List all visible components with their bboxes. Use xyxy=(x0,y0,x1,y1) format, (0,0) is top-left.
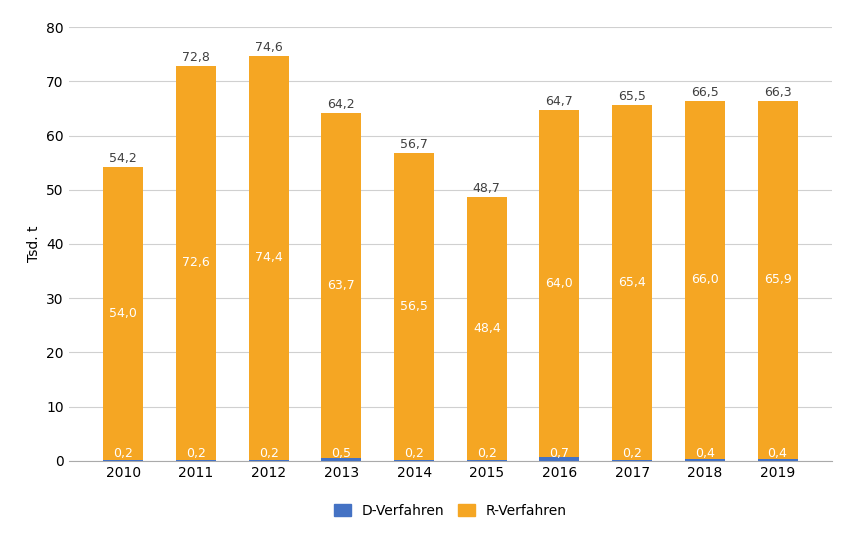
Text: 64,0: 64,0 xyxy=(546,277,573,290)
Text: 74,4: 74,4 xyxy=(255,251,282,264)
Y-axis label: Tsd. t: Tsd. t xyxy=(27,225,40,262)
Bar xyxy=(540,457,579,461)
Bar xyxy=(176,66,216,460)
Text: 0,4: 0,4 xyxy=(695,447,715,460)
Bar xyxy=(758,101,798,459)
Bar xyxy=(467,460,507,461)
Text: 0,2: 0,2 xyxy=(477,447,497,460)
Text: 65,9: 65,9 xyxy=(764,274,791,286)
Bar xyxy=(685,459,725,461)
Text: 72,8: 72,8 xyxy=(182,51,210,64)
Text: 0,2: 0,2 xyxy=(259,447,279,460)
Bar xyxy=(322,458,361,461)
Text: 0,2: 0,2 xyxy=(404,447,424,460)
Bar xyxy=(176,460,216,461)
Text: 0,2: 0,2 xyxy=(113,447,133,460)
Text: 0,2: 0,2 xyxy=(186,447,206,460)
Bar xyxy=(322,113,361,458)
Text: 0,4: 0,4 xyxy=(768,447,788,460)
Text: 65,4: 65,4 xyxy=(619,276,646,289)
Bar xyxy=(685,101,725,459)
Text: 54,2: 54,2 xyxy=(110,152,137,165)
Legend: D-Verfahren, R-Verfahren: D-Verfahren, R-Verfahren xyxy=(329,498,572,523)
Text: 66,0: 66,0 xyxy=(691,273,719,286)
Text: 48,4: 48,4 xyxy=(473,322,501,335)
Bar xyxy=(613,460,652,461)
Text: 0,2: 0,2 xyxy=(622,447,642,460)
Text: 66,3: 66,3 xyxy=(764,86,791,99)
Text: 63,7: 63,7 xyxy=(328,279,355,292)
Text: 48,7: 48,7 xyxy=(473,182,501,195)
Bar xyxy=(758,459,798,461)
Text: 56,7: 56,7 xyxy=(400,138,428,151)
Bar xyxy=(249,460,288,461)
Bar xyxy=(613,105,652,460)
Text: 74,6: 74,6 xyxy=(255,41,282,54)
Text: 0,7: 0,7 xyxy=(549,447,570,460)
Text: 0,5: 0,5 xyxy=(331,447,352,460)
Bar xyxy=(103,167,143,460)
Text: 64,7: 64,7 xyxy=(546,95,573,108)
Bar xyxy=(249,56,288,460)
Bar xyxy=(394,153,434,460)
Bar xyxy=(394,460,434,461)
Text: 64,2: 64,2 xyxy=(328,98,355,111)
Text: 72,6: 72,6 xyxy=(182,256,210,269)
Text: 66,5: 66,5 xyxy=(691,86,719,99)
Bar xyxy=(103,460,143,461)
Text: 54,0: 54,0 xyxy=(110,307,137,320)
Bar xyxy=(467,197,507,460)
Text: 65,5: 65,5 xyxy=(619,90,646,103)
Bar xyxy=(540,110,579,457)
Text: 56,5: 56,5 xyxy=(400,300,428,313)
